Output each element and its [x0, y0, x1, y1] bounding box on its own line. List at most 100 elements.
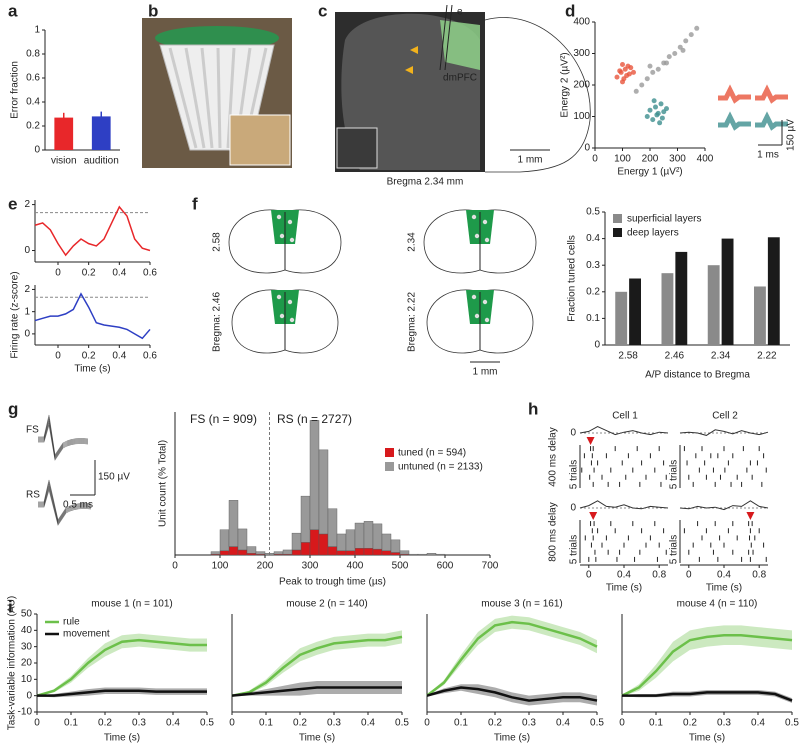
y-tick-label: -10: [18, 707, 33, 718]
hist-bar: [255, 551, 266, 555]
x-axis-label: Time (s): [299, 733, 335, 744]
lesion-marker: [405, 66, 413, 74]
waveform-inset: [755, 111, 788, 131]
x-tick-label: 0.5: [785, 718, 799, 729]
bar: [721, 238, 734, 345]
x-tick-label: 0.4: [717, 570, 731, 581]
section-label: 2.34: [407, 232, 418, 252]
y-tick-label: 0.4: [26, 97, 40, 108]
point: [621, 76, 627, 82]
point: [626, 71, 632, 77]
legend-label: tuned (n = 594): [398, 448, 466, 459]
point: [653, 104, 658, 110]
x-tick-label: 0.2: [488, 718, 502, 729]
x-tick-label: 0: [55, 351, 61, 362]
y-tick-label: 0: [584, 143, 590, 154]
y-tick-label: 0: [24, 245, 30, 256]
point: [659, 115, 665, 121]
x-tick-label: 0.4: [361, 718, 375, 729]
y-tick-label: 0.3: [586, 260, 600, 271]
x-tick-label: 300: [302, 561, 319, 572]
x-axis-label: Time (s): [706, 583, 742, 594]
trials-label: 5 trials: [669, 460, 680, 489]
y-tick-label: 1: [34, 25, 40, 36]
x-tick-label: 0.6: [143, 268, 157, 279]
cell-site: [276, 294, 282, 300]
x-tick-label: 0.2: [293, 718, 307, 729]
hist-bar: [372, 523, 383, 550]
x-tick-label: 0.3: [717, 718, 731, 729]
point: [664, 60, 669, 66]
point: [666, 54, 672, 60]
cue-marker: [589, 512, 598, 520]
column-title: Cell 2: [712, 411, 738, 422]
drive-strut: [226, 47, 236, 149]
cell-site: [289, 317, 295, 323]
panel-label: f: [192, 194, 198, 213]
panel-label: b: [148, 1, 158, 20]
waveform-label: FS: [26, 425, 39, 436]
x-tick-label: 0.4: [112, 268, 126, 279]
y-tick-label: 2: [24, 199, 30, 210]
cell-site: [482, 299, 488, 305]
scale-label: 150 µV: [98, 472, 130, 483]
hist-bar: [300, 495, 311, 543]
x-tick-label: 0.8: [652, 570, 666, 581]
x-axis-label: Peak to trough time (µs): [279, 577, 386, 588]
subplot-title: mouse 2 (n = 140): [286, 599, 367, 610]
point: [680, 47, 686, 53]
rate-trace: [579, 500, 669, 510]
hist-bar: [345, 550, 356, 556]
error-band: [427, 684, 597, 706]
x-tick-label: 0.3: [327, 718, 341, 729]
scale-label: 150 µV: [786, 119, 797, 151]
y-tick-label: 0.8: [26, 49, 40, 60]
bar: [629, 278, 641, 345]
hist-bar: [435, 553, 446, 556]
hist-bar: [426, 553, 437, 556]
y-tick-label: 0: [24, 329, 30, 340]
x-tick-label: 0.5: [200, 718, 214, 729]
cell-site: [276, 214, 282, 220]
hist-bar: [246, 546, 257, 554]
x-tick-label: 0.6: [143, 351, 157, 362]
point: [650, 69, 656, 75]
y-axis-label: Unit count (% Total): [158, 440, 169, 527]
dmpfc-area: [440, 20, 480, 70]
point: [620, 62, 625, 68]
cell-site: [474, 233, 480, 239]
y-tick-label: 200: [573, 80, 590, 91]
x-tick-label: 0: [55, 268, 61, 279]
cell-site: [287, 299, 293, 305]
error-band: [232, 630, 402, 697]
drive-strut: [184, 47, 206, 149]
legend-label: deep layers: [627, 228, 679, 239]
x-tick-label: 0.1: [454, 718, 468, 729]
bar: [661, 273, 674, 345]
waveform-trace: [38, 424, 89, 461]
x-tick-label: 200: [257, 561, 274, 572]
rate-trace: [679, 500, 769, 511]
line: [36, 638, 207, 697]
waveform-inset: [755, 84, 788, 104]
waveform-label: RS: [26, 490, 40, 501]
x-tick-label: 2.34: [711, 351, 731, 362]
y-tick-label: 2: [24, 284, 30, 295]
hist-bar: [318, 533, 329, 556]
legend-swatch: [613, 228, 622, 237]
error-band: [622, 625, 792, 697]
section-label: 2.58: [212, 232, 223, 252]
panel-label: e: [8, 194, 17, 213]
point: [657, 120, 663, 126]
y-axis-label: Error fraction: [10, 61, 21, 119]
bar: [91, 116, 111, 150]
x-tick-label: 0.5: [395, 718, 409, 729]
drive-ring: [155, 26, 279, 50]
hist-bar: [309, 529, 320, 556]
hist-bar: [219, 529, 230, 551]
panel-label: h: [528, 399, 538, 418]
point: [631, 69, 636, 75]
point: [683, 38, 689, 44]
subplot-title: mouse 3 (n = 161): [481, 599, 562, 610]
x-tick-label: 0.4: [166, 718, 180, 729]
